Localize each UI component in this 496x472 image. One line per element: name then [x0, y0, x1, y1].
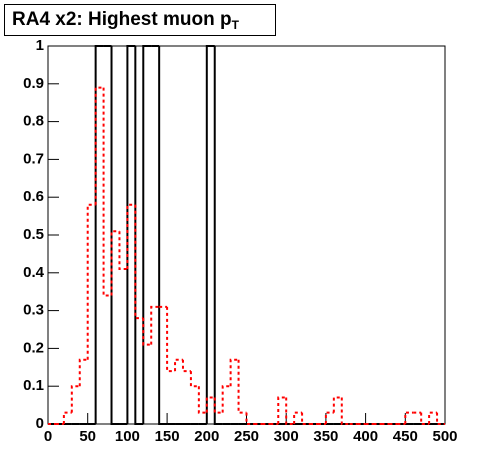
- histogram-bin: [134, 204, 144, 320]
- y-tick-label: 0.2: [23, 339, 44, 356]
- y-tick-label: 0.6: [23, 188, 44, 205]
- histogram-bin: [197, 386, 207, 414]
- histogram-bin: [110, 46, 120, 425]
- x-tick-label: 450: [393, 428, 418, 445]
- histogram-bin: [150, 305, 160, 345]
- histogram-bin: [213, 397, 223, 414]
- x-tick-label: 100: [115, 428, 140, 445]
- y-tick-label: 0.7: [23, 150, 44, 167]
- histogram-bin: [285, 397, 295, 425]
- histogram-bin: [94, 45, 104, 424]
- x-tick-label: 0: [44, 428, 52, 445]
- y-tick-label: 0.1: [23, 377, 44, 394]
- y-tick-label: 1: [36, 37, 44, 54]
- histogram-bin: [340, 397, 350, 425]
- histogram-bin: [205, 45, 215, 424]
- title-box: [4, 4, 276, 36]
- x-tick-label: 250: [234, 428, 259, 445]
- histogram-bin: [70, 385, 80, 413]
- histogram-bin: [78, 358, 88, 387]
- x-tick-label: 300: [274, 428, 299, 445]
- y-tick-label: 0: [36, 415, 44, 432]
- histogram-bin: [277, 396, 287, 424]
- y-tick-label: 0.5: [23, 226, 44, 243]
- x-tick-label: 350: [313, 428, 338, 445]
- x-tick-label: 500: [432, 428, 457, 445]
- histogram-bin: [205, 396, 215, 413]
- histogram-bin: [229, 358, 239, 387]
- y-tick-label: 0.4: [23, 264, 45, 281]
- y-tick-label: 0.3: [23, 302, 44, 319]
- title-subscript: T: [232, 18, 240, 32]
- x-tick-label: 150: [155, 428, 180, 445]
- histogram-bin: [332, 396, 342, 413]
- y-tick-label: 0.9: [23, 75, 44, 92]
- histogram-bin: [94, 86, 104, 205]
- y-tick-label: 0.8: [23, 113, 44, 130]
- x-tick-label: 200: [194, 428, 219, 445]
- histogram-bin: [213, 46, 223, 425]
- x-tick-label: 400: [353, 428, 378, 445]
- x-tick-label: 50: [79, 428, 96, 445]
- histogram-bin: [134, 46, 144, 425]
- histogram-bin: [118, 231, 128, 271]
- histogram-bin: [126, 45, 136, 424]
- histogram-bin: [158, 46, 168, 425]
- title-main: RA4 x2: Highest muon p: [12, 9, 232, 30]
- histogram-bin: [189, 371, 199, 388]
- histogram-bin: [142, 45, 152, 424]
- histogram-bin: [142, 318, 152, 346]
- histogram-bin: [221, 385, 231, 413]
- chart-title: RA4 x2: Highest muon pT: [12, 9, 240, 32]
